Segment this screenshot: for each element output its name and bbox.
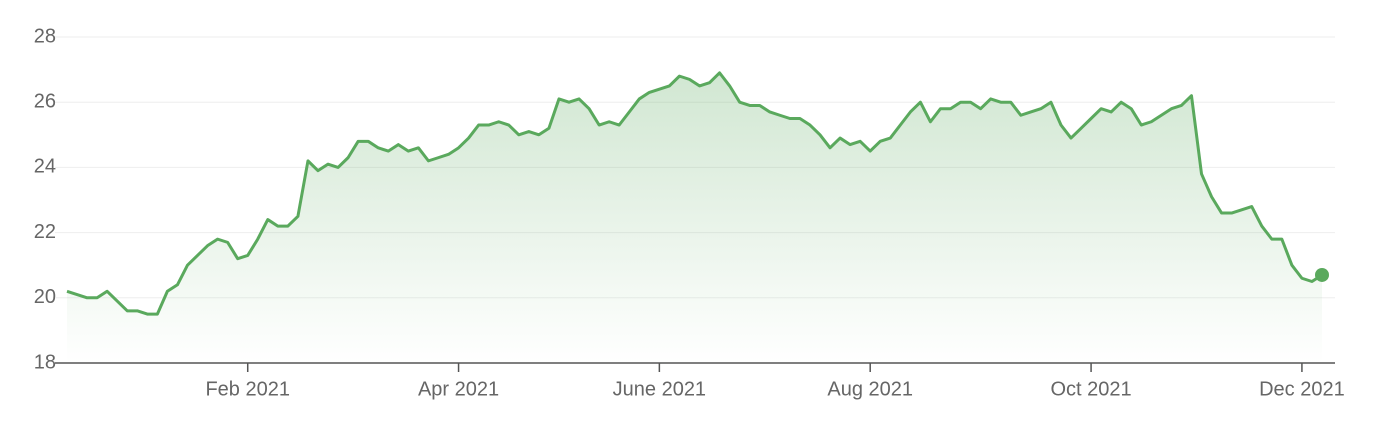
area-fill [67,72,1322,364]
x-tick-label: Feb 2021 [205,378,290,400]
y-tick-label: 18 [34,351,56,373]
line [66,71,1323,316]
x-tick-label: Oct 2021 [1050,378,1131,400]
y-tick-label: 24 [34,156,56,178]
y-tick-label: 28 [34,25,56,47]
y-tick-label: 20 [34,286,56,308]
last-point [1315,267,1329,282]
x-tick-label: Apr 2021 [418,378,499,400]
x-tick-label: June 2021 [613,378,706,400]
x-tick-label: Dec 2021 [1259,378,1345,400]
y-tick-label: 26 [34,90,56,112]
y-tick-label: 22 [34,221,56,243]
x-tick-label: Aug 2021 [827,378,913,400]
